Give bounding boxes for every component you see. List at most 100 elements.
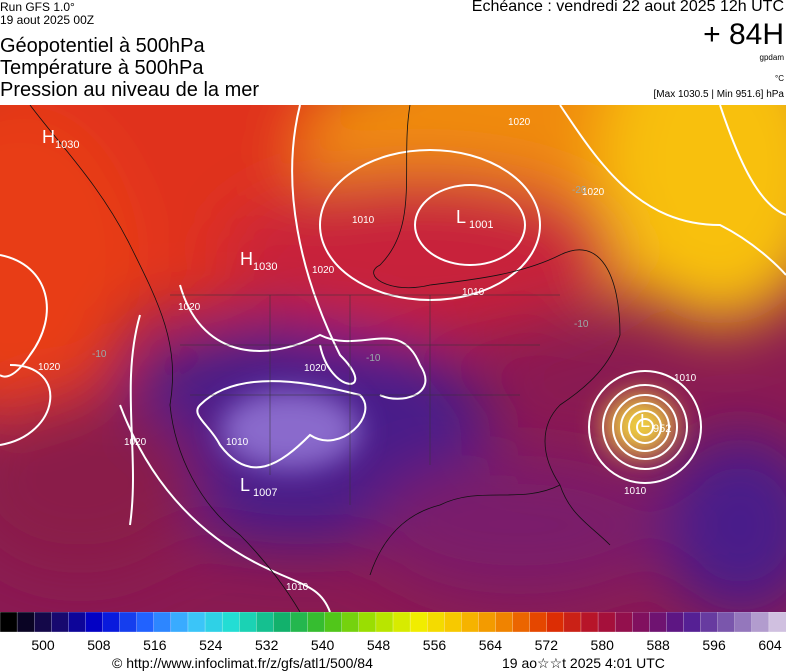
pressure-center-value: 1001 — [469, 219, 493, 231]
colorbar-swatch — [478, 612, 497, 633]
pressure-center-value: 1007 — [253, 487, 277, 499]
colorbar-label: 500 — [31, 637, 55, 653]
coastlines — [29, 105, 621, 612]
colorbar-swatch — [221, 612, 240, 633]
colorbar-swatch — [239, 612, 257, 633]
colorbar-swatch — [666, 612, 685, 633]
colorbar-label: 588 — [646, 637, 670, 653]
colorbar-label: 604 — [758, 637, 782, 653]
colorbar-swatch — [341, 612, 360, 633]
pressure-center-letter: L — [240, 475, 250, 495]
extremes: [Max 1030.5 | Min 951.6] hPa — [653, 89, 784, 100]
colorbar-swatch — [768, 612, 786, 633]
colorbar-label: 516 — [143, 637, 167, 653]
colorbar-swatch — [580, 612, 599, 633]
pressure-center-value: 1030 — [253, 261, 277, 273]
colorbar-swatch — [85, 612, 104, 633]
isobar-label: 1020 — [312, 265, 335, 276]
cold-core — [220, 390, 675, 470]
temperature-label: -10 — [366, 353, 381, 364]
colorbar-swatch — [153, 612, 172, 633]
colorbar-swatch — [632, 612, 650, 633]
colorbar-swatch — [512, 612, 531, 633]
colorbar-swatch — [204, 612, 223, 633]
colorbar-swatch — [444, 612, 462, 633]
colorbar-swatch — [529, 612, 548, 633]
isobar-label: 1010 — [674, 373, 697, 384]
colorbar-swatch — [700, 612, 719, 633]
colorbar-swatch — [375, 612, 394, 633]
colorbar-swatch — [751, 612, 770, 633]
pressure-center-value: 1030 — [55, 139, 79, 151]
isobar-label: 1020 — [304, 363, 327, 374]
colorbar-swatch — [16, 612, 35, 633]
pressure-center-letter: H — [240, 249, 253, 269]
isobar-label: 1010 — [624, 486, 647, 497]
colorbar-swatch — [170, 612, 189, 633]
colorbar-swatch — [597, 612, 616, 633]
isobars — [0, 105, 786, 612]
colorbar-swatch — [102, 612, 121, 633]
colorbar-swatch — [649, 612, 668, 633]
unit-temp: °C — [775, 74, 784, 83]
temperature-label: -10 — [574, 319, 589, 330]
colorbar-label: 540 — [311, 637, 335, 653]
lead-time: + 84H — [703, 18, 784, 51]
colorbar-swatch — [290, 612, 309, 633]
colorbar-label: 508 — [87, 637, 111, 653]
pressure-center-letter: L — [640, 411, 650, 431]
colorbar-swatch — [409, 612, 428, 633]
pressure-center-letter: H — [42, 127, 55, 147]
colorbar-swatch — [546, 612, 565, 633]
colorbar-label: 532 — [255, 637, 279, 653]
unit-geo: gpdam — [759, 53, 784, 62]
title-line: Géopotentiel à 500hPa — [0, 35, 205, 57]
colorbar-swatch — [307, 612, 326, 633]
pressure-center-value: 952 — [653, 423, 671, 435]
colorbar: 500 508 516 524 532 540 548 556 564 572 580 588 596 6… — [0, 612, 786, 653]
footer-source: © http://www.infoclimat.fr/z/gfs/atl1/50… — [112, 655, 373, 671]
colorbar-label: 564 — [479, 637, 503, 653]
colorbar-swatch — [717, 612, 736, 633]
footer-timestamp: 19 ao☆☆t 2025 4:01 UTC — [502, 655, 665, 671]
isobar-label: 1020 — [38, 362, 61, 373]
colorbar-label: 556 — [423, 637, 447, 653]
isobar-label: 1020 — [124, 437, 147, 448]
temperature-label: -20 — [572, 185, 587, 196]
colorbar-swatch — [392, 612, 411, 633]
colorbar-label: 596 — [702, 637, 726, 653]
colorbar-swatch — [563, 612, 582, 633]
title-line: Pression au niveau de la mer — [0, 79, 260, 101]
colorbar-swatch — [51, 612, 69, 633]
isobar-label: 1020 — [178, 302, 201, 313]
colorbar-swatch — [324, 612, 343, 633]
run-date: 19 aout 2025 00Z — [0, 13, 95, 27]
colorbar-swatch — [495, 612, 514, 633]
echeance: Echéance : vendredi 22 aout 2025 12h UTC — [471, 0, 784, 15]
colorbar-swatch — [614, 612, 633, 633]
run-label: Run GFS 1.0° — [0, 0, 75, 14]
colorbar-swatch — [273, 612, 292, 633]
isobar-label: 1010 — [286, 582, 309, 593]
temperature-label: -10 — [92, 349, 107, 360]
colorbar-swatch — [136, 612, 155, 633]
isobar-label: 1010 — [226, 437, 249, 448]
colorbar-label: 548 — [367, 637, 391, 653]
isobar-label: 1010 — [462, 287, 485, 298]
colorbar-swatch — [683, 612, 702, 633]
colorbar-swatch — [68, 612, 87, 633]
isobar-label: 1010 — [352, 215, 375, 226]
colorbar-swatch — [34, 612, 52, 633]
title-line: Température à 500hPa — [0, 57, 204, 79]
isobar-label: 1020 — [508, 117, 531, 128]
colorbar-swatch — [256, 612, 275, 633]
colorbar-swatch — [0, 612, 18, 633]
colorbar-swatch — [427, 612, 445, 633]
isobar-label: 1020 — [582, 187, 605, 198]
pressure-center-letter: L — [456, 207, 466, 227]
colorbar-swatch — [358, 612, 377, 633]
colorbar-label: 572 — [535, 637, 559, 653]
colorbar-swatch — [187, 612, 206, 633]
